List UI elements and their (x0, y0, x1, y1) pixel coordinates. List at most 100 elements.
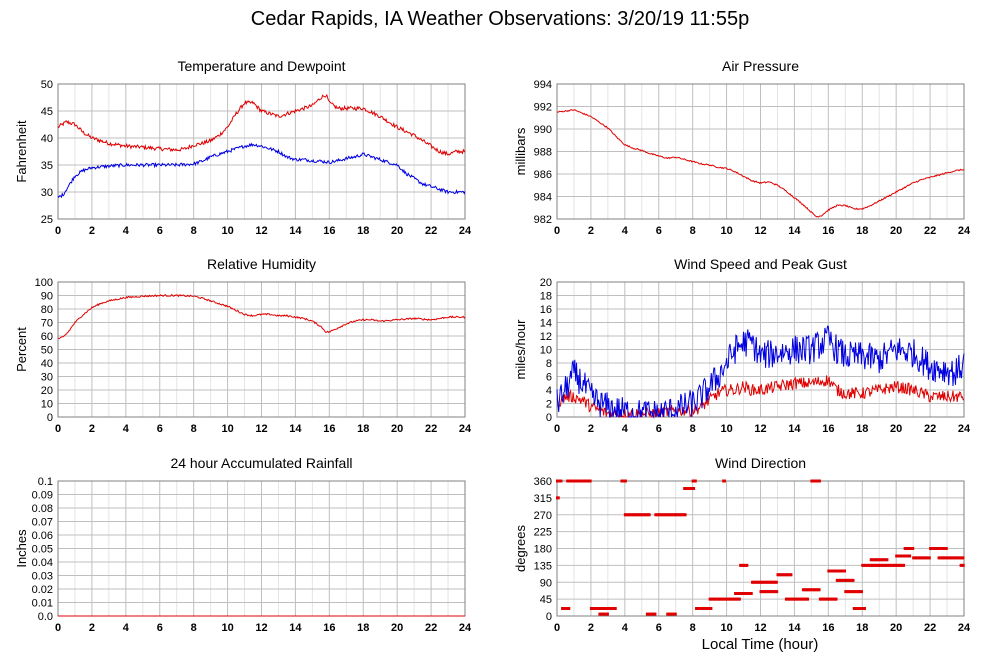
direction-point (562, 607, 565, 610)
direction-point (722, 479, 725, 483)
direction-point (835, 578, 839, 582)
y-tick-label: 0 (546, 611, 552, 623)
direction-point (813, 479, 816, 483)
x-tick-label: 22 (924, 622, 936, 634)
direction-point (595, 607, 598, 610)
y-axis-label: Inches (14, 529, 29, 568)
y-tick-label: 0.04 (32, 557, 53, 569)
direction-point (929, 547, 932, 550)
direction-point (898, 563, 901, 567)
direction-point (863, 607, 867, 610)
x-tick-label: 22 (425, 622, 437, 634)
x-tick-label: 18 (357, 622, 369, 634)
direction-point (720, 597, 724, 601)
direction-point (776, 573, 779, 577)
direction-point (589, 479, 592, 483)
direction-point (927, 556, 930, 560)
direction-point (767, 590, 771, 594)
direction-point (606, 612, 609, 616)
direction-point (805, 588, 809, 592)
x-tick-label: 6 (656, 225, 662, 237)
direction-point (872, 563, 875, 567)
direction-point (709, 597, 713, 601)
direction-point (795, 597, 799, 601)
x-tick-label: 0 (55, 423, 61, 435)
direction-point (668, 612, 672, 616)
x-tick-label: 24 (958, 423, 971, 435)
direction-point (631, 513, 635, 517)
direction-point (876, 558, 879, 562)
direction-point (948, 556, 951, 560)
direction-point (896, 554, 899, 558)
direction-point (895, 554, 898, 558)
direction-point (935, 547, 939, 550)
x-tick-label: 6 (157, 423, 163, 435)
direction-point (780, 573, 783, 577)
direction-point (589, 607, 593, 610)
direction-point (666, 612, 669, 616)
direction-point (699, 607, 702, 610)
direction-point (876, 563, 879, 567)
direction-point (683, 487, 686, 490)
direction-point (768, 590, 772, 594)
direction-point (781, 573, 785, 577)
direction-point (777, 573, 781, 577)
direction-point (810, 588, 813, 592)
direction-point (793, 597, 796, 601)
x-tick-label: 10 (720, 423, 732, 435)
x-tick-label: 18 (357, 225, 369, 237)
direction-point (634, 513, 638, 517)
direction-point (877, 558, 881, 562)
direction-point (910, 547, 913, 550)
direction-point (856, 590, 859, 594)
direction-point (691, 487, 694, 490)
direction-point (787, 597, 791, 601)
x-tick-label: 16 (323, 225, 335, 237)
direction-point (959, 563, 963, 567)
direction-point (620, 479, 623, 483)
direction-point (904, 554, 908, 558)
direction-point (804, 588, 808, 592)
direction-point (743, 592, 746, 595)
x-tick-label: 10 (221, 225, 233, 237)
direction-point (908, 554, 912, 558)
direction-point (644, 513, 647, 517)
x-tick-label: 2 (89, 225, 95, 237)
chart-rain: 24 hour Accumulated RainfallInches0.00.0… (14, 455, 472, 634)
direction-point (895, 563, 899, 567)
direction-point (633, 513, 636, 517)
x-tick-label: 22 (425, 225, 437, 237)
direction-point (801, 588, 805, 592)
direction-point (648, 513, 651, 517)
direction-point (951, 556, 954, 560)
direction-point (859, 607, 862, 610)
y-tick-label: 10 (540, 345, 552, 357)
y-tick-label: 25 (41, 214, 53, 226)
y-tick-label: 50 (41, 79, 53, 91)
direction-point (603, 612, 607, 616)
direction-point (775, 580, 778, 584)
direction-point (897, 563, 900, 567)
direction-point (757, 580, 761, 584)
direction-point (651, 612, 654, 616)
direction-point (753, 580, 757, 584)
y-tick-label: 992 (534, 102, 552, 114)
direction-point (924, 556, 927, 560)
x-tick-label: 10 (221, 423, 233, 435)
x-tick-label: 12 (754, 225, 766, 237)
y-tick-label: 40 (41, 133, 53, 145)
direction-point (578, 479, 581, 483)
y-tick-label: 100 (35, 277, 53, 289)
direction-point (878, 563, 881, 567)
direction-point (875, 558, 878, 562)
direction-point (812, 588, 816, 592)
y-axis-label: millibars (513, 127, 528, 175)
direction-point (856, 607, 860, 610)
direction-point (662, 513, 665, 517)
direction-point (712, 597, 716, 601)
direction-point (775, 590, 779, 594)
direction-point (794, 597, 797, 601)
x-tick-label: 4 (622, 423, 629, 435)
y-tick-label: 270 (534, 510, 552, 522)
direction-point (810, 479, 813, 483)
